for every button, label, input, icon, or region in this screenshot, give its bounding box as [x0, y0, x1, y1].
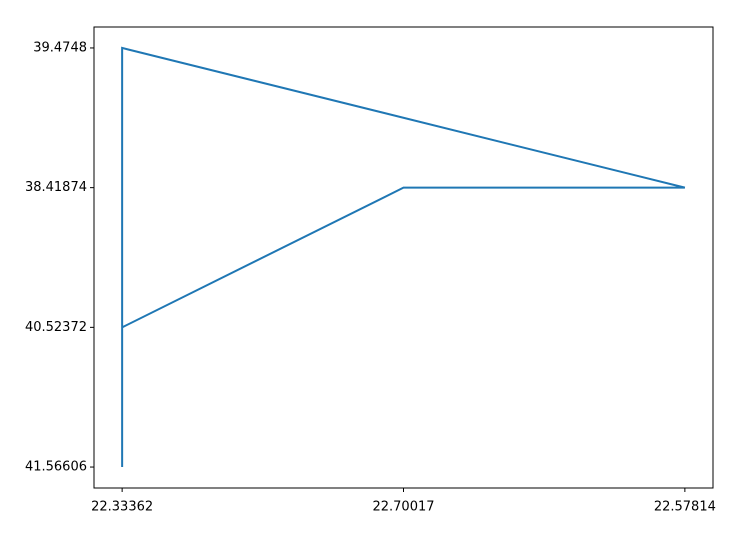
y-tick-label: 39.4748 — [33, 40, 87, 55]
y-tick-label: 40.52372 — [25, 320, 87, 335]
y-tick-label: 41.56606 — [25, 460, 87, 475]
data-line — [121, 46, 686, 468]
axes-frame — [93, 26, 714, 489]
y-tick-label: 38.41874 — [25, 180, 87, 195]
x-tick-label: 22.70017 — [372, 500, 434, 515]
x-tick-label: 22.33362 — [91, 500, 153, 515]
x-tick-label: 22.57814 — [654, 500, 716, 515]
